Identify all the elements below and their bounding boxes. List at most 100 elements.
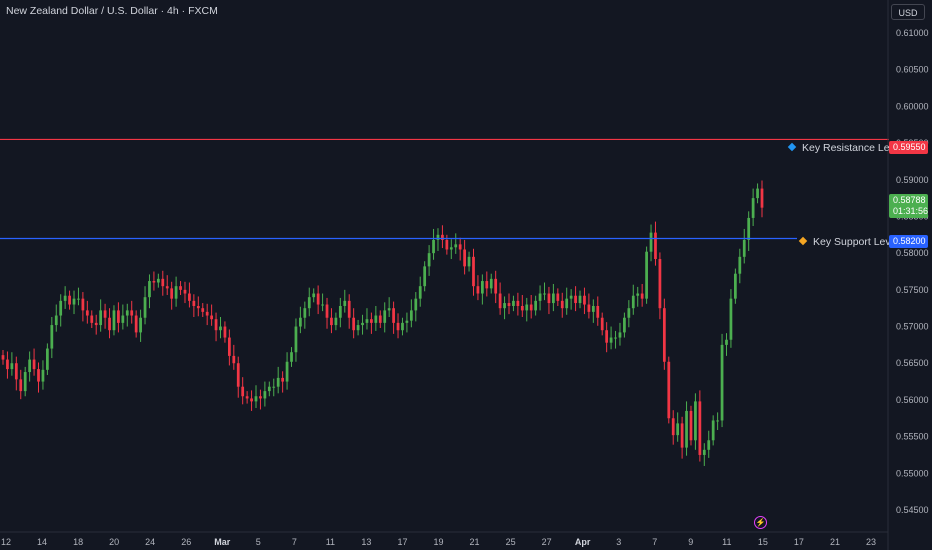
- candle: [259, 396, 262, 399]
- candle: [165, 286, 169, 289]
- candle: [525, 304, 529, 311]
- candle: [170, 288, 174, 299]
- candle: [290, 352, 293, 362]
- candle: [196, 305, 200, 309]
- candle: [241, 386, 245, 397]
- candle: [498, 293, 502, 309]
- price-tick-label: 0.56500: [896, 358, 929, 368]
- resistance-price-tag: 0.59550: [889, 141, 928, 154]
- candle: [489, 278, 493, 289]
- candle: [183, 289, 187, 294]
- price-tick-label: 0.57000: [896, 322, 929, 332]
- time-axis[interactable]: 12 14 18 20 24 26 Mar 5 7 11 13 17 19 21 25 27 Apr 3 7 9 11 1…: [1, 537, 876, 547]
- time-tick-label: Apr: [575, 537, 591, 547]
- candle: [725, 339, 728, 345]
- candle: [556, 293, 560, 301]
- time-tick-label: 25: [506, 537, 516, 547]
- candle: [760, 188, 764, 208]
- support-label: Key Support Levels:: [798, 236, 907, 248]
- candle: [294, 326, 298, 353]
- candle: [529, 304, 533, 311]
- candle: [756, 188, 759, 199]
- lightning-icon[interactable]: ⚡: [754, 516, 767, 529]
- time-tick-label: 21: [830, 537, 840, 547]
- time-tick-label: 12: [1, 537, 11, 547]
- candle: [698, 401, 702, 455]
- candle: [156, 278, 160, 283]
- time-tick-label: 19: [433, 537, 443, 547]
- candle: [578, 295, 582, 304]
- price-tick-label: 0.60500: [896, 65, 929, 75]
- candle: [125, 310, 129, 316]
- resistance-label: Key Resistance Levels:: [787, 142, 911, 154]
- candle: [618, 332, 622, 338]
- candle: [583, 295, 586, 305]
- candle: [59, 300, 63, 316]
- candle: [658, 259, 662, 309]
- candle: [94, 322, 98, 326]
- time-tick-label: 18: [73, 537, 83, 547]
- countdown: 01:31:56: [893, 206, 929, 216]
- candle: [139, 317, 142, 333]
- time-tick-label: 7: [292, 537, 297, 547]
- candle: [423, 266, 427, 287]
- candle: [330, 317, 333, 326]
- candle: [534, 300, 538, 311]
- candle: [77, 298, 80, 300]
- diamond-blue-icon: [787, 142, 797, 152]
- time-tick-label: 27: [542, 537, 552, 547]
- candle: [538, 293, 542, 301]
- candle: [516, 300, 520, 306]
- candle: [254, 396, 258, 402]
- candle: [214, 319, 218, 331]
- candle: [179, 286, 182, 290]
- candle: [383, 310, 387, 323]
- candle: [449, 247, 453, 250]
- time-tick-label: 9: [688, 537, 693, 547]
- candle: [480, 281, 484, 294]
- candle: [1, 355, 5, 360]
- candle: [463, 249, 466, 267]
- candle: [19, 379, 23, 392]
- currency-button[interactable]: USD: [891, 4, 925, 20]
- time-tick-label: 24: [145, 537, 155, 547]
- time-tick-label: 21: [470, 537, 480, 547]
- price-axis[interactable]: 0.610000.605000.600000.595000.590000.585…: [896, 28, 929, 515]
- candle: [742, 239, 746, 257]
- candle: [325, 304, 329, 318]
- candle: [272, 386, 276, 388]
- candle: [205, 311, 209, 316]
- candle: [441, 234, 444, 240]
- candle: [565, 298, 569, 309]
- time-tick-label: 23: [866, 537, 876, 547]
- candle: [671, 418, 675, 436]
- candle: [596, 305, 600, 318]
- candle: [321, 304, 324, 306]
- candle: [392, 308, 395, 323]
- candle: [250, 398, 253, 402]
- candle: [90, 315, 94, 323]
- candle: [192, 300, 196, 306]
- candle: [130, 310, 134, 316]
- candle: [409, 310, 413, 321]
- time-tick-label: 15: [758, 537, 768, 547]
- candle: [507, 303, 511, 306]
- candle: [112, 310, 116, 331]
- candle: [210, 315, 213, 320]
- candle: [85, 310, 89, 316]
- candle: [609, 337, 613, 343]
- candle: [285, 361, 289, 382]
- price-tick-label: 0.56000: [896, 395, 929, 405]
- candle: [28, 359, 32, 373]
- candle: [654, 232, 657, 260]
- candle: [334, 317, 338, 326]
- time-tick-label: 11: [326, 537, 335, 547]
- candle: [587, 304, 591, 312]
- candle: [605, 330, 609, 343]
- candle: [614, 337, 617, 339]
- candle: [467, 256, 471, 267]
- candles-group: [1, 180, 764, 466]
- candle: [623, 317, 626, 333]
- candle: [32, 359, 36, 370]
